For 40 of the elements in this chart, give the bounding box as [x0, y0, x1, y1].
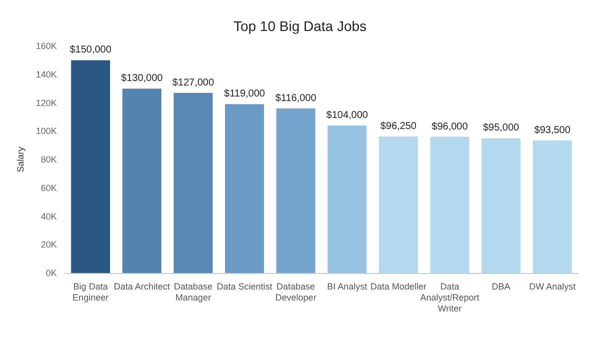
x-tick-label: Data Modeller — [370, 282, 426, 292]
data-label: $116,000 — [275, 92, 317, 104]
bar — [430, 136, 470, 273]
bar — [482, 138, 521, 273]
y-tick-label: 60K — [40, 182, 57, 193]
chart-title: Top 10 Big Data Jobs — [233, 18, 367, 34]
y-tick-label: 0K — [46, 268, 57, 278]
x-tick-label: Database Developer — [275, 282, 316, 302]
data-label: $96,000 — [432, 121, 468, 132]
x-tick-label: DBA — [492, 282, 510, 292]
data-label: $127,000 — [172, 77, 214, 88]
y-tick-label: 100K — [36, 126, 57, 136]
bar — [122, 88, 162, 273]
x-tick-label: Data Architect — [114, 282, 170, 292]
data-label: $93,500 — [534, 124, 571, 136]
x-tick-label: Database Manager — [174, 282, 212, 302]
x-tick-label: DW Analyst — [529, 282, 576, 292]
data-label: $119,000 — [224, 88, 266, 100]
y-tick-label: 20K — [40, 240, 57, 250]
bar — [328, 125, 367, 273]
data-label: $130,000 — [121, 73, 164, 84]
data-label: $150,000 — [70, 44, 112, 56]
bar — [174, 92, 213, 273]
bar — [532, 140, 572, 273]
x-tick-label: BI Analyst — [327, 282, 368, 292]
bar — [378, 136, 418, 273]
y-tick-label: 120K — [36, 98, 57, 108]
bar — [71, 60, 110, 273]
data-label: $95,000 — [482, 122, 520, 134]
y-tick-label: 40K — [40, 211, 57, 222]
bar — [225, 104, 264, 273]
data-label: $104,000 — [326, 110, 368, 121]
x-tick-label: Data Scientist — [216, 282, 273, 292]
y-tick-label: 80K — [40, 154, 57, 164]
y-tick-label: 160K — [36, 41, 57, 51]
y-tick-label: 140K — [36, 69, 57, 80]
data-label: $96,250 — [380, 120, 417, 132]
bar — [276, 108, 316, 273]
x-tick-label: Big Data Engineer — [72, 282, 109, 302]
y-axis-title: Salary — [16, 146, 26, 172]
